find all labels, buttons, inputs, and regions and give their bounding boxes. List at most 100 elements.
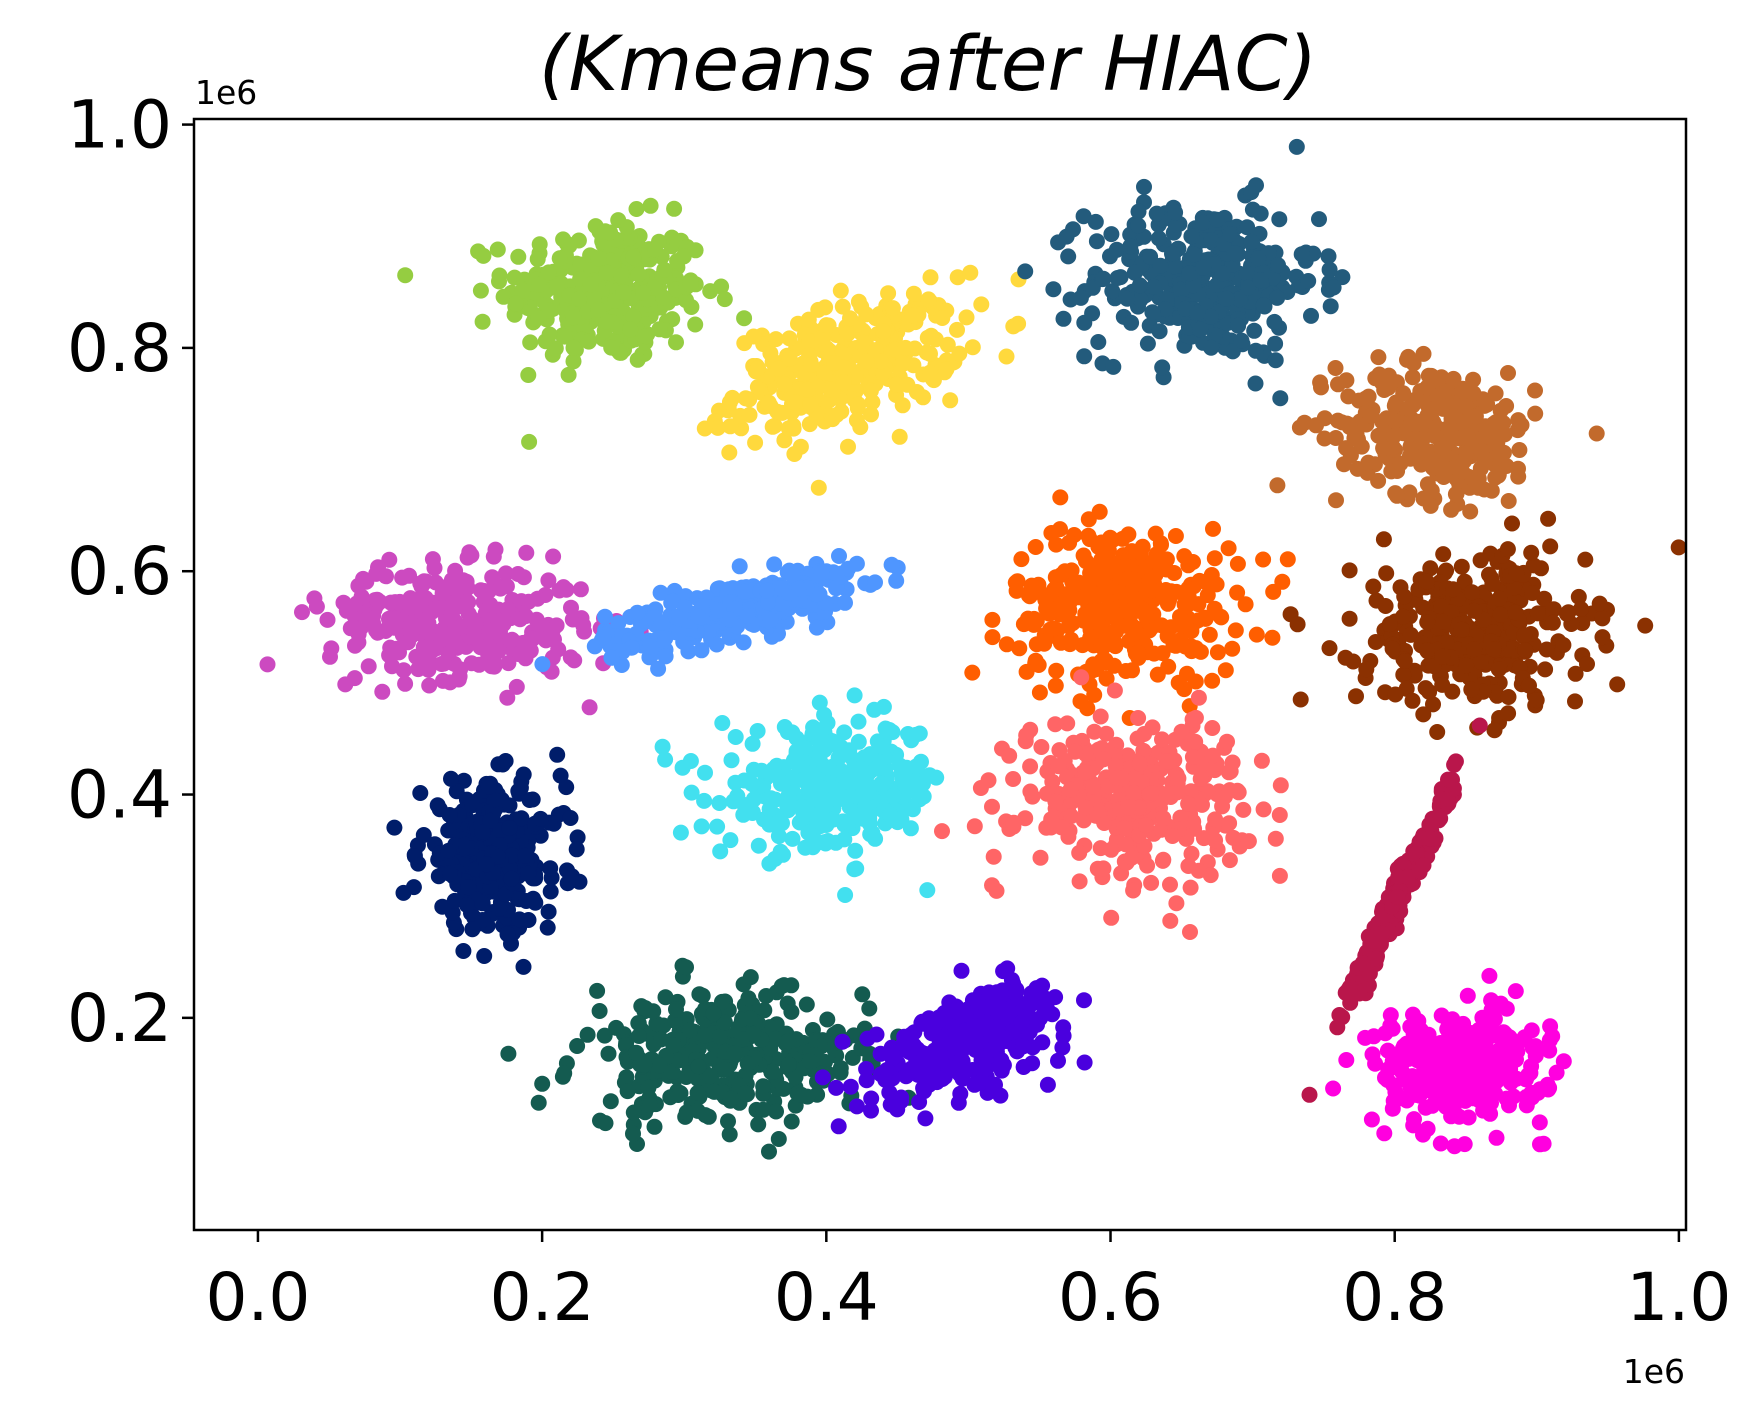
data-point xyxy=(985,848,1002,865)
data-point xyxy=(905,285,922,302)
data-point xyxy=(1185,246,1202,263)
data-point xyxy=(774,404,791,421)
x-tick-label: 0.8 xyxy=(1342,1259,1447,1336)
data-point xyxy=(1336,456,1352,473)
data-point xyxy=(834,1033,851,1050)
data-point xyxy=(1442,1063,1459,1080)
data-point xyxy=(1034,1034,1051,1051)
data-point xyxy=(1139,857,1156,874)
data-point xyxy=(1577,551,1594,568)
data-point xyxy=(1180,795,1197,812)
data-point xyxy=(872,353,889,370)
data-point xyxy=(1095,860,1112,877)
data-point xyxy=(1154,731,1170,748)
data-point xyxy=(1107,758,1124,774)
data-point xyxy=(949,321,965,338)
data-point xyxy=(750,837,767,854)
data-point xyxy=(811,694,828,711)
data-point xyxy=(842,310,858,327)
data-point xyxy=(1483,1014,1500,1031)
data-point xyxy=(1417,680,1434,697)
data-point xyxy=(1267,352,1284,369)
data-point xyxy=(1126,264,1143,281)
data-point xyxy=(962,264,979,281)
data-point xyxy=(1338,440,1355,457)
data-point xyxy=(1463,681,1480,698)
data-point xyxy=(697,764,713,781)
data-point xyxy=(539,919,556,936)
data-point xyxy=(1376,1125,1393,1142)
data-point xyxy=(549,278,565,295)
data-point xyxy=(597,223,614,240)
data-point xyxy=(693,642,710,659)
data-point xyxy=(678,292,694,309)
data-point xyxy=(360,658,377,675)
data-point xyxy=(1305,245,1322,262)
data-point xyxy=(989,1018,1006,1035)
data-point xyxy=(503,870,520,887)
data-point xyxy=(795,772,811,789)
data-point xyxy=(1192,770,1209,787)
data-point xyxy=(1203,339,1220,356)
data-point xyxy=(721,444,738,461)
data-point xyxy=(820,759,837,776)
data-point xyxy=(1392,455,1409,472)
data-point xyxy=(842,1078,859,1095)
data-point xyxy=(1097,654,1114,671)
data-point xyxy=(1028,992,1045,1008)
data-point xyxy=(1199,587,1216,604)
data-point xyxy=(883,556,900,573)
data-point xyxy=(1190,862,1207,879)
data-point xyxy=(875,698,892,715)
data-point xyxy=(841,773,858,790)
data-point xyxy=(687,242,704,259)
data-point xyxy=(482,596,499,613)
data-point xyxy=(1365,578,1382,595)
data-point xyxy=(1123,314,1140,331)
data-point xyxy=(1264,629,1281,646)
data-point xyxy=(435,655,452,672)
data-point xyxy=(922,345,938,362)
data-point xyxy=(474,912,491,928)
data-point xyxy=(742,1010,759,1027)
data-point xyxy=(770,1131,787,1147)
data-point xyxy=(530,310,547,326)
data-point xyxy=(474,894,491,911)
data-point xyxy=(1322,298,1339,315)
data-point xyxy=(1139,335,1156,352)
data-point xyxy=(1380,379,1397,396)
data-point xyxy=(749,379,766,395)
data-point xyxy=(1375,531,1392,548)
data-point xyxy=(603,649,620,666)
data-point xyxy=(720,1113,736,1130)
data-point xyxy=(1429,388,1446,405)
data-point xyxy=(1510,468,1527,485)
data-point xyxy=(1426,428,1443,445)
data-point xyxy=(435,672,451,689)
data-point xyxy=(589,982,606,999)
data-point xyxy=(475,247,492,264)
data-point xyxy=(1053,596,1070,613)
data-point xyxy=(444,904,461,921)
data-point xyxy=(1523,544,1540,561)
data-point xyxy=(1389,889,1406,905)
data-point xyxy=(736,310,753,327)
data-point xyxy=(850,293,867,310)
data-point xyxy=(1482,428,1499,445)
data-point xyxy=(1443,501,1460,518)
data-point xyxy=(1327,430,1344,446)
data-point xyxy=(444,625,461,641)
data-point xyxy=(558,779,575,796)
data-point xyxy=(1036,635,1053,652)
data-point xyxy=(1090,334,1107,350)
data-point xyxy=(369,591,386,608)
data-point xyxy=(568,841,585,858)
data-point xyxy=(1415,490,1432,507)
data-point xyxy=(347,637,363,654)
data-point xyxy=(1255,551,1272,568)
data-point xyxy=(322,648,338,665)
data-point xyxy=(770,360,787,377)
data-point xyxy=(1439,1021,1456,1038)
data-point xyxy=(724,389,741,406)
